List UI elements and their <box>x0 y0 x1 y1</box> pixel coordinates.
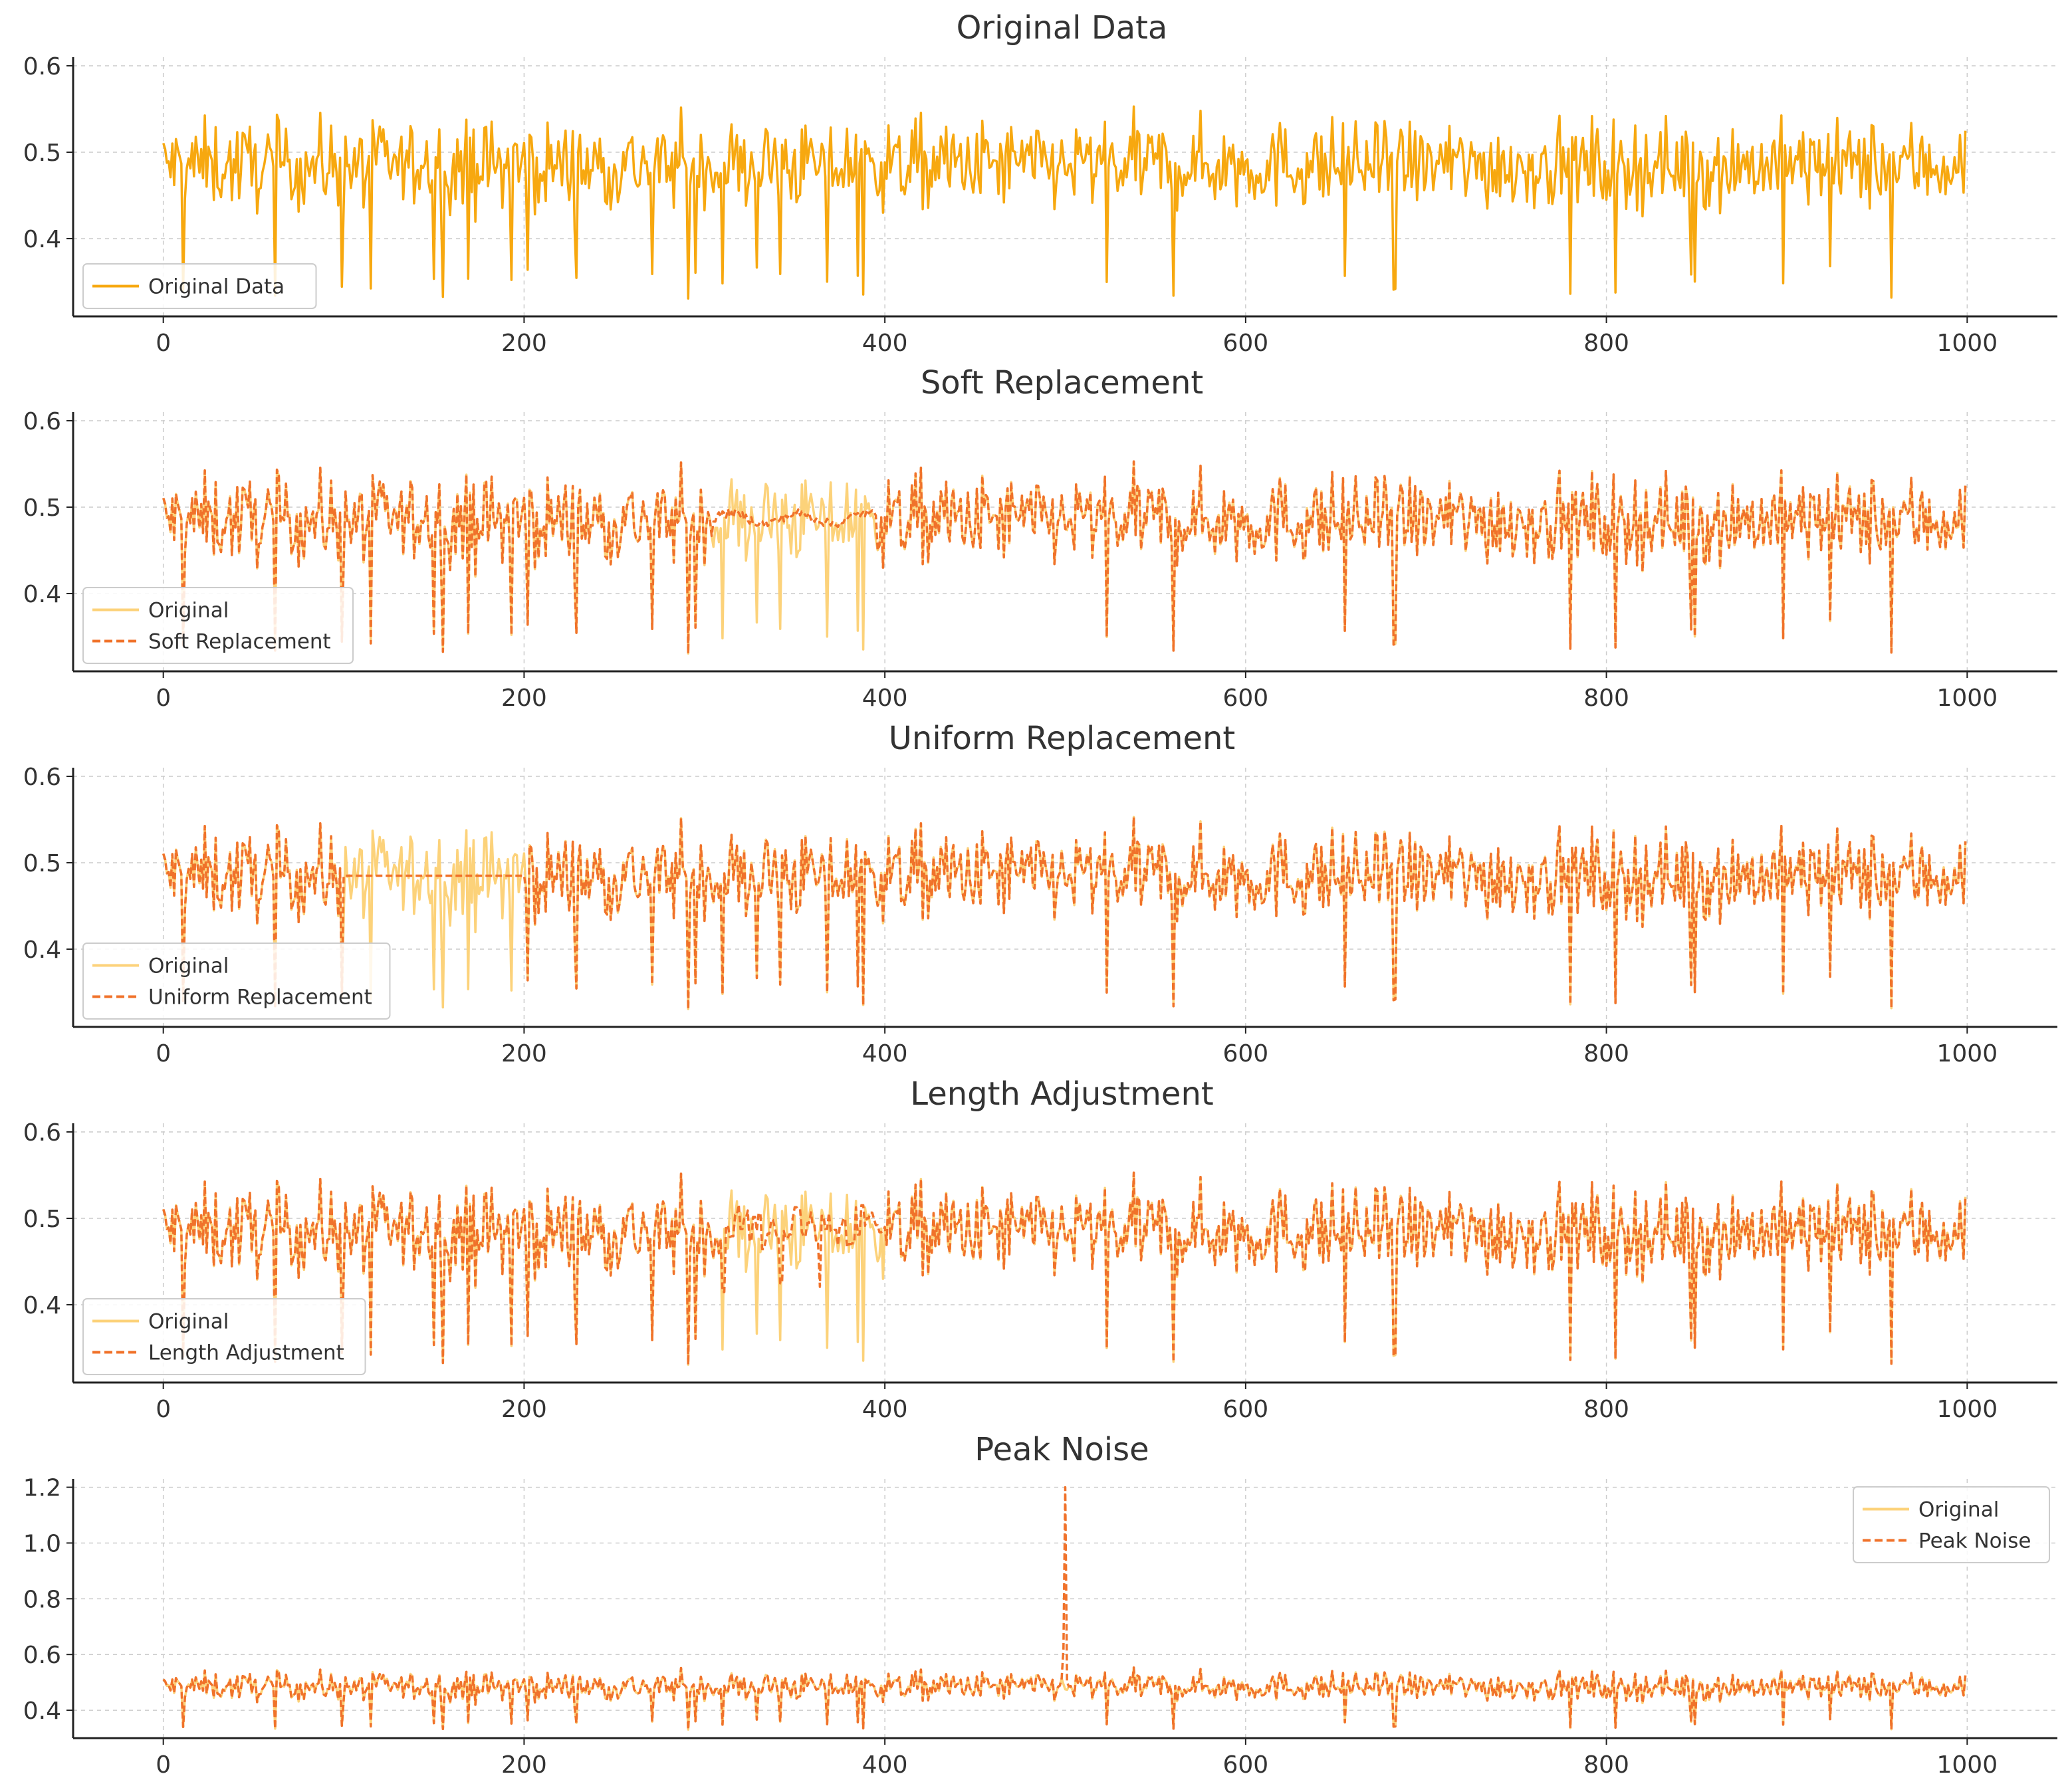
series-line-uniform-replacement <box>162 816 1967 1010</box>
x-tick-label: 200 <box>501 685 547 712</box>
x-tick-label: 1000 <box>1937 1040 1998 1067</box>
x-tick-label: 0 <box>156 1396 171 1423</box>
series-line-original-data <box>162 105 1967 300</box>
chart-panel-1: 0 200 400 600 800 1000 0.4 0.5 0.6 Original Data O… <box>23 9 2057 357</box>
legend-box <box>82 587 354 664</box>
legend-label: Soft Replacement <box>148 630 331 654</box>
x-tick-label: 600 <box>1223 330 1269 357</box>
x-tick-label: 1000 <box>1937 330 1998 357</box>
chart-title: Uniform Replacement <box>889 720 1235 757</box>
legend-label: Original <box>1918 1498 1999 1522</box>
legend-label: Original Data <box>148 275 285 299</box>
y-tick-label: 0.6 <box>23 408 61 435</box>
x-tick-label: 1000 <box>1937 1751 1998 1776</box>
chart-title: Original Data <box>957 9 1168 47</box>
x-tick-label: 800 <box>1583 1396 1629 1423</box>
legend-box <box>1853 1486 2050 1563</box>
legend-label: Uniform Replacement <box>148 986 372 1010</box>
chart-panel-5: 0 200 400 600 800 1000 0.4 0.6 0.8 1.0 1.2 Peak Noi… <box>23 1431 2057 1776</box>
y-tick-label: 0.5 <box>23 495 61 522</box>
x-tick-label: 0 <box>156 330 171 357</box>
x-tick-label: 400 <box>862 1751 908 1776</box>
y-tick-label: 0.5 <box>23 140 61 167</box>
legend-label: Length Adjustment <box>148 1341 344 1365</box>
series-line-original <box>162 1171 1967 1366</box>
x-tick-label: 400 <box>862 1396 908 1423</box>
legend-label: Original <box>148 599 229 623</box>
y-tick-label: 0.4 <box>23 1698 61 1725</box>
legend: Original Length Adjustment <box>82 1298 366 1375</box>
legend: Original Data <box>82 263 317 309</box>
x-tick-label: 0 <box>156 1751 171 1776</box>
x-tick-label: 200 <box>501 1040 547 1067</box>
x-tick-label: 400 <box>862 1040 908 1067</box>
y-tick-label: 0.5 <box>23 1206 61 1233</box>
chart-panel-3: 0 200 400 600 800 1000 0.4 0.5 0.6 Uniform Replac… <box>23 720 2057 1067</box>
legend: Original Peak Noise <box>1853 1486 2050 1563</box>
chart-title: Peak Noise <box>975 1431 1149 1468</box>
legend-box <box>82 263 317 309</box>
y-tick-label: 0.4 <box>23 581 61 608</box>
y-tick-label: 0.6 <box>23 1642 61 1669</box>
series-line-peak-noise <box>162 1486 1967 1731</box>
y-tick-label: 1.2 <box>23 1475 61 1502</box>
y-tick-label: 0.5 <box>23 850 61 877</box>
x-tick-label: 600 <box>1223 1751 1269 1776</box>
y-tick-label: 0.6 <box>23 1119 61 1147</box>
x-tick-label: 600 <box>1223 685 1269 712</box>
series-line-original <box>162 460 1967 655</box>
x-tick-label: 800 <box>1583 330 1629 357</box>
legend-label: Peak Noise <box>1918 1529 2031 1553</box>
legend-box <box>82 943 391 1020</box>
legend: Original Uniform Replacement <box>82 943 391 1020</box>
chart-panel-4: 0 200 400 600 800 1000 0.4 0.5 0.6 Length Adjustm… <box>23 1075 2057 1423</box>
x-tick-label: 200 <box>501 330 547 357</box>
x-tick-label: 400 <box>862 685 908 712</box>
x-tick-label: 1000 <box>1937 685 1998 712</box>
x-tick-label: 800 <box>1583 1040 1629 1067</box>
y-tick-label: 0.4 <box>23 937 61 964</box>
chart-title: Soft Replacement <box>921 364 1203 401</box>
legend-label: Original <box>148 954 229 978</box>
y-tick-label: 0.6 <box>23 53 61 80</box>
chart-panel-2: 0 200 400 600 800 1000 0.4 0.5 0.6 Soft Replaceme… <box>23 364 2057 712</box>
y-tick-label: 0.4 <box>23 226 61 253</box>
x-tick-label: 0 <box>156 1040 171 1067</box>
x-tick-label: 200 <box>501 1396 547 1423</box>
x-tick-label: 200 <box>501 1751 547 1776</box>
y-tick-label: 0.8 <box>23 1586 61 1613</box>
x-tick-label: 600 <box>1223 1040 1269 1067</box>
x-tick-label: 800 <box>1583 1751 1629 1776</box>
x-tick-label: 1000 <box>1937 1396 1998 1423</box>
x-tick-label: 0 <box>156 685 171 712</box>
y-tick-label: 0.4 <box>23 1292 61 1319</box>
chart-title: Length Adjustment <box>910 1075 1213 1113</box>
x-tick-label: 400 <box>862 330 908 357</box>
x-tick-label: 600 <box>1223 1396 1269 1423</box>
y-tick-label: 1.0 <box>23 1530 61 1557</box>
y-tick-label: 0.6 <box>23 764 61 791</box>
legend-label: Original <box>148 1310 229 1334</box>
legend-box <box>82 1298 366 1375</box>
x-tick-label: 800 <box>1583 685 1629 712</box>
legend: Original Soft Replacement <box>82 587 354 664</box>
